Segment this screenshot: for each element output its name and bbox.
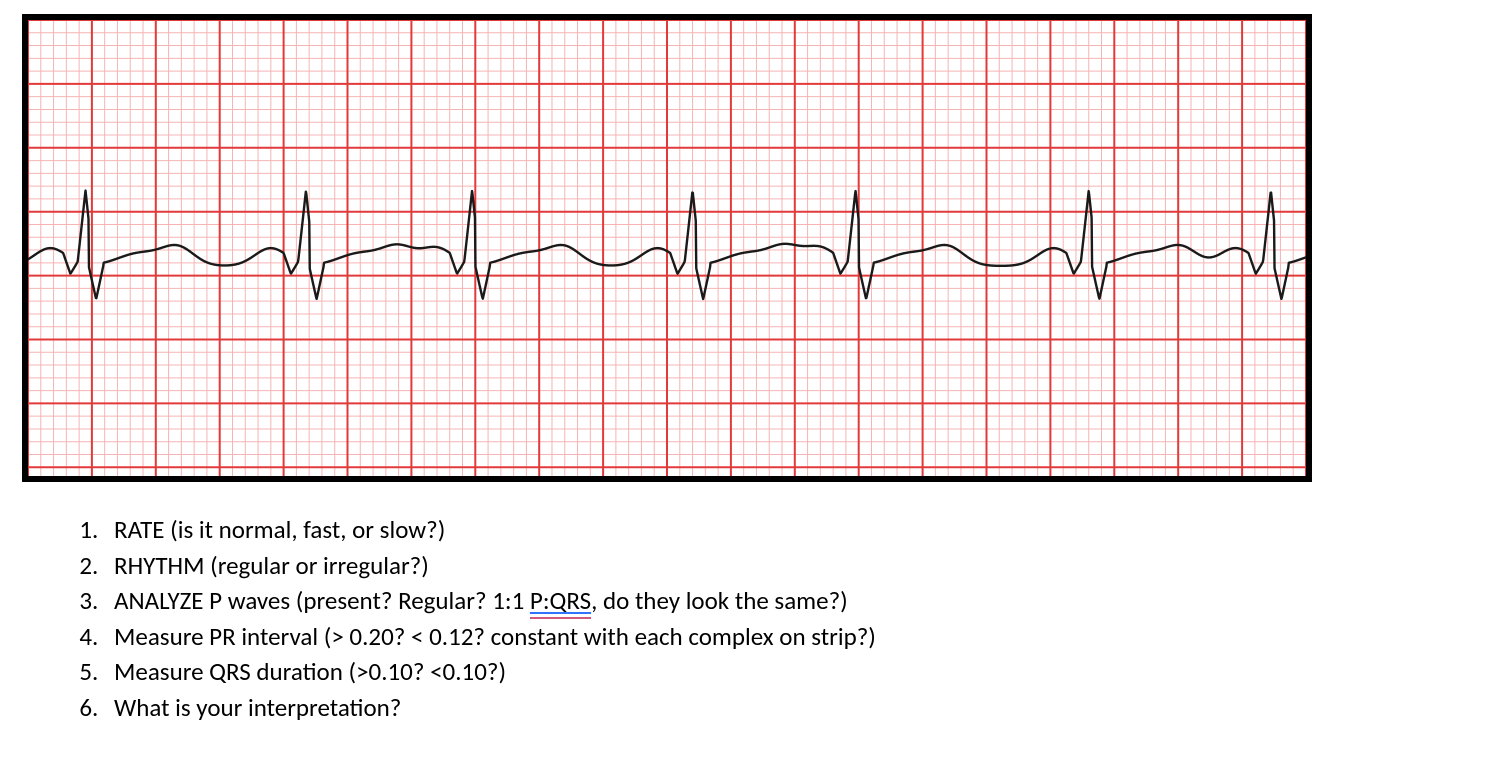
question-text: Measure PR interval (> 0.20? < 0.12? con… [114,621,876,652]
question-item: RHYTHM (regular or irregular?) [104,548,876,584]
question-text: What is your interpretation? [114,692,401,723]
question-item: ANALYZE P waves (present? Regular? 1:1 P… [104,583,876,619]
question-text: RATE (is it normal, fast, or slow?) [114,514,445,545]
question-item: Measure QRS duration (>0.10? <0.10?) [104,654,876,690]
proofing-marked-text: P:QRS [530,585,591,619]
page: RATE (is it normal, fast, or slow?) RHYTH… [0,0,1494,784]
question-item: RATE (is it normal, fast, or slow?) [104,512,876,548]
ecg-strip [28,20,1306,476]
question-text: Measure QRS duration (>0.10? <0.10?) [114,656,506,687]
question-item: What is your interpretation? [104,690,876,726]
ecg-strip-frame [22,14,1312,482]
question-list: RATE (is it normal, fast, or slow?) RHYTH… [68,512,876,725]
question-text: ANALYZE P waves (present? Regular? 1:1 [114,585,530,616]
question-text: , do they look the same?) [591,585,848,616]
question-item: Measure PR interval (> 0.20? < 0.12? con… [104,619,876,655]
question-text: RHYTHM (regular or irregular?) [114,550,429,581]
